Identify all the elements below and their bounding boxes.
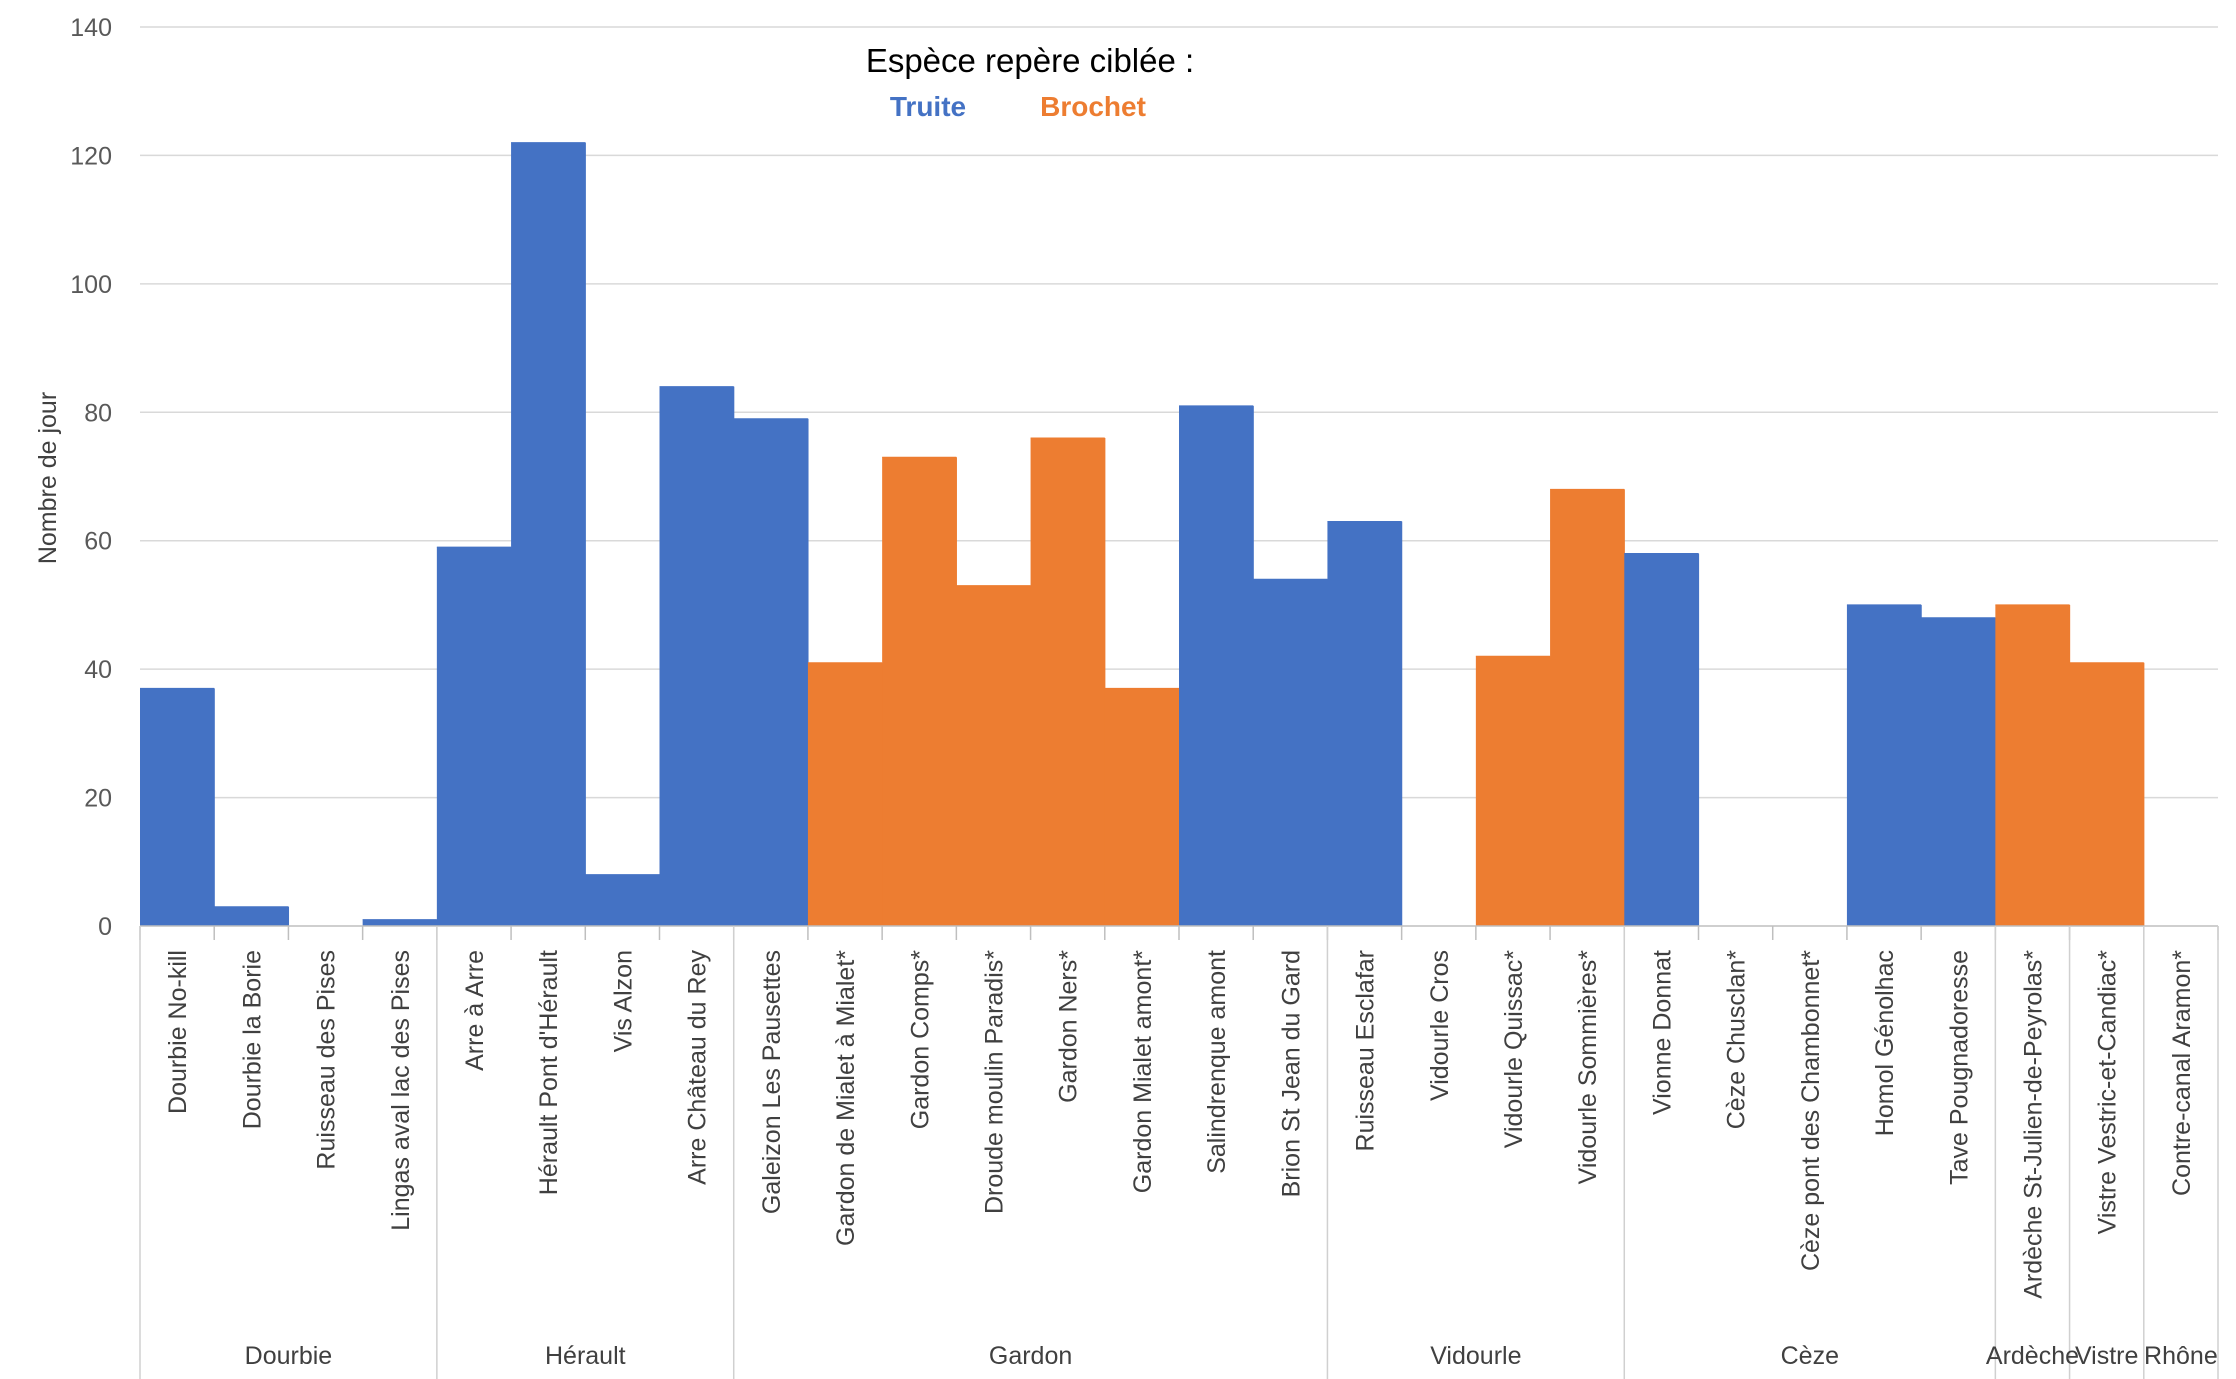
category-label: Ardèche St-Julien-de-Peyrolas* [2019,950,2047,1299]
bar: Dourbie No-kill: 37 [140,688,215,926]
category-label: Dourbie No-kill [164,950,192,1114]
category-label: Droude moulin Paradis* [980,950,1008,1214]
category-label: Arre à Arre [461,950,489,1071]
category-label: Gardon Mialet amont* [1129,950,1157,1193]
category-label: Vidourle Cros [1426,950,1454,1101]
group-labels: Dourbie Hérault Gardon Vidourle Cèze ArdècheV… [245,1342,2218,1370]
y-tick-label: 140 [70,14,112,42]
category-label: Gardon Ners* [1055,950,1083,1103]
y-tick-label: 80 [84,399,112,427]
y-tick-label: 0 [98,913,112,941]
bar: Ardèche St-Julien-de-Peyrolas*: 50 [1995,604,2071,926]
bar: Brion St Jean du Gard: 54 [1253,579,1329,926]
bar: Tave Pougnadoresse: 48 [1921,617,1996,926]
bar: Dourbie la Borie: 3 [214,906,290,926]
legend-item-brochet: Brochet [1040,91,1146,122]
bar: Ruisseau Esclafar: 63 [1327,521,1403,926]
y-tick-label: 100 [70,271,112,299]
category-label: Gardon Comps* [906,950,934,1130]
group-label: Gardon [989,1342,1072,1370]
bar: Salindrenque amont: 81 [1179,405,1254,927]
category-label: Vis Alzon [609,950,637,1052]
category-label: Arre Château du Rey [684,950,712,1185]
bar: Gardon Comps*: 73 [882,457,957,926]
bar: Vidourle Quissac*: 42 [1475,656,1551,926]
y-tick-labels: 0 20 40 60 80 100 120 140 [70,14,112,941]
category-label: Contre-canal Aramon* [2168,950,2196,1196]
category-label: Vidourle Quissac* [1500,950,1528,1149]
category-label: Dourbie la Borie [238,950,266,1129]
bar: Vistre Vestric-et-Candiac*: 41 [2069,662,2145,926]
category-label: Vidourle Sommières* [1574,950,1602,1185]
category-label: Hérault Pont d'Hérault [535,950,563,1195]
group-label: Rhône [2144,1342,2218,1370]
group-label: Cèze [1781,1342,1839,1370]
category-label: Vistre Vestric-et-Candiac* [2094,950,2122,1235]
bar: Arre Château du Rey: 84 [659,386,735,927]
bar: Hérault Pont d'Hérault: 122 [511,142,586,927]
bar: Lingas aval lac des Pises: 1 [362,919,438,926]
category-label: Cèze pont des Chambonnet* [1797,950,1825,1271]
category-label: Brion St Jean du Gard [1277,950,1305,1197]
category-label: Gardon de Mialet à Mialet* [832,950,860,1246]
y-tick-label: 120 [70,142,112,170]
bar: Homol Génolhac: 50 [1846,604,1922,926]
bar: Vidourle Sommières*: 68 [1550,489,1625,926]
category-label: Cèze Chusclan* [1723,950,1751,1130]
legend: Espèce repère ciblée : Truite Brochet [866,42,1194,122]
bars: Dourbie No-kill: 37Dourbie la Borie: 3 Ru… [140,142,2145,927]
category-label: Ruisseau Esclafar [1352,950,1380,1151]
category-label: Tave Pougnadoresse [1945,950,1973,1185]
category-labels: Dourbie No-kill Dourbie la Borie Ruisseau … [164,950,2196,1299]
y-tick-label: 40 [84,656,112,684]
axes [139,925,2219,1379]
category-label: Ruisseau des Pises [313,950,341,1170]
bar: Gardon Ners*: 76 [1030,437,1106,926]
bar: Vis Alzon: 8 [585,874,661,926]
legend-title: Espèce repère ciblée : [866,42,1194,79]
y-axis-label: Nombre de jour [34,392,62,564]
bar: Arre à Arre: 59 [436,547,512,926]
category-label: Salindrenque amont [1203,950,1231,1174]
group-label: Hérault [545,1342,626,1370]
group-label: Dourbie [245,1342,333,1370]
group-label: Vistre [2075,1342,2138,1370]
bar: Droude moulin Paradis*: 53 [956,585,1032,926]
category-label: Galeizon Les Pausettes [758,950,786,1214]
y-tick-label: 20 [84,785,112,813]
y-tick-label: 60 [84,528,112,556]
bar: Gardon de Mialet à Mialet*: 41 [807,662,883,926]
group-label: Ardèche [1986,1342,2079,1370]
bar: Gardon Mialet amont*: 37 [1104,688,1180,926]
bar: Vionne Donnat: 58 [1624,553,1700,926]
category-label: Lingas aval lac des Pises [387,950,415,1231]
category-label: Vionne Donnat [1648,950,1676,1115]
bar: Galeizon Les Pausettes: 79 [733,418,809,926]
group-label: Vidourle [1430,1342,1521,1370]
legend-item-truite: Truite [890,91,966,122]
category-label: Homol Génolhac [1871,950,1899,1136]
